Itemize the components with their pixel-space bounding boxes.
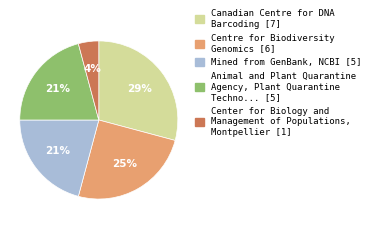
Text: 4%: 4% <box>83 64 101 74</box>
Wedge shape <box>20 44 99 120</box>
Wedge shape <box>78 120 175 199</box>
Wedge shape <box>20 120 99 196</box>
Text: 25%: 25% <box>112 160 137 169</box>
Legend: Canadian Centre for DNA
Barcoding [7], Centre for Biodiversity
Genomics [6], Min: Canadian Centre for DNA Barcoding [7], C… <box>195 9 361 137</box>
Text: 21%: 21% <box>46 84 71 94</box>
Text: 29%: 29% <box>127 84 152 94</box>
Wedge shape <box>78 41 99 120</box>
Wedge shape <box>99 41 178 140</box>
Text: 21%: 21% <box>46 146 71 156</box>
